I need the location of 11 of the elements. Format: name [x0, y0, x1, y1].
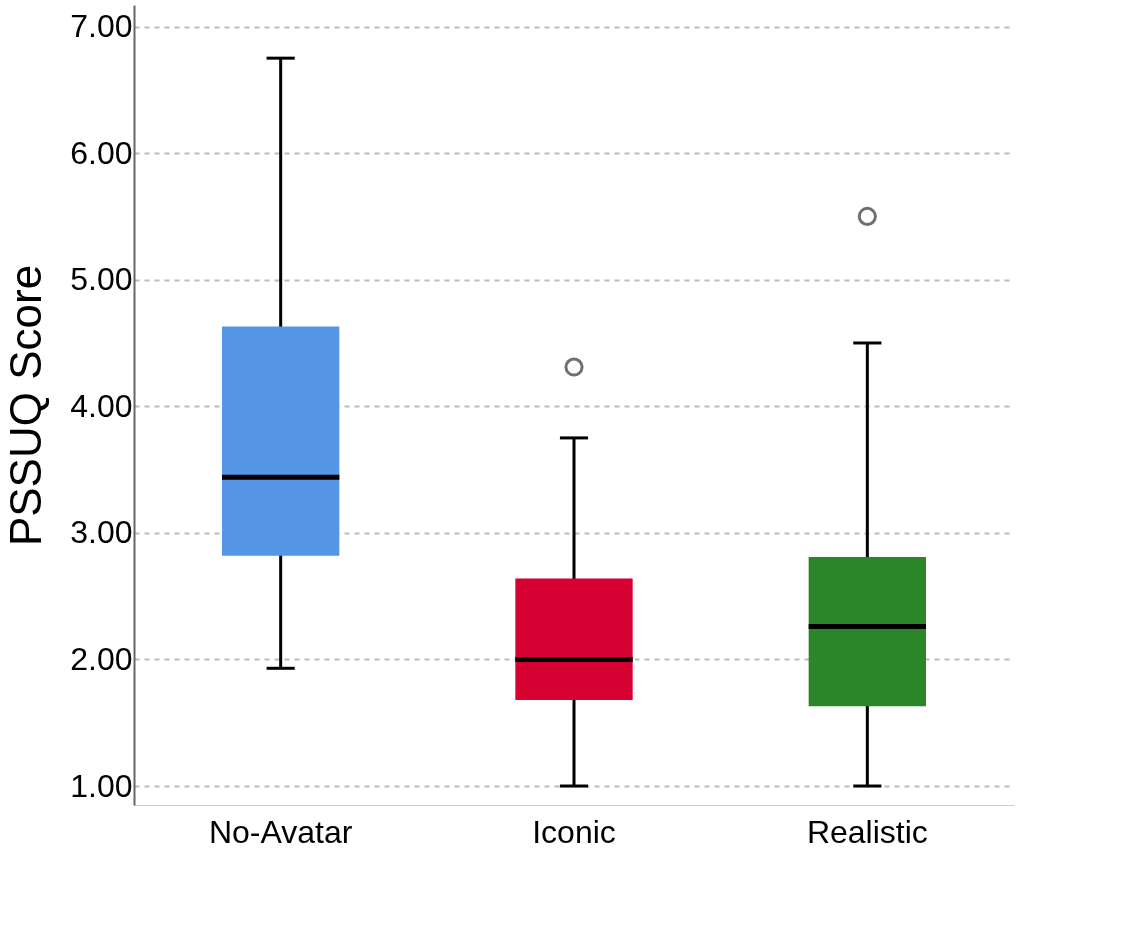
y-tick-label: 6.00 [70, 134, 133, 171]
x-tick-label: Iconic [532, 813, 616, 850]
y-tick-label: 5.00 [70, 261, 133, 298]
x-tick-label: Realistic [806, 813, 928, 850]
y-axis-title: PSSUQ Score [1, 264, 51, 547]
y-tick-label: 2.00 [70, 640, 133, 677]
y-tick-label: 1.00 [70, 767, 133, 804]
x-tick-label: No-Avatar [208, 813, 353, 850]
y-tick-label: 7.00 [70, 8, 133, 45]
y-tick-label: 4.00 [70, 387, 133, 424]
y-tick-label: 3.00 [70, 514, 133, 551]
